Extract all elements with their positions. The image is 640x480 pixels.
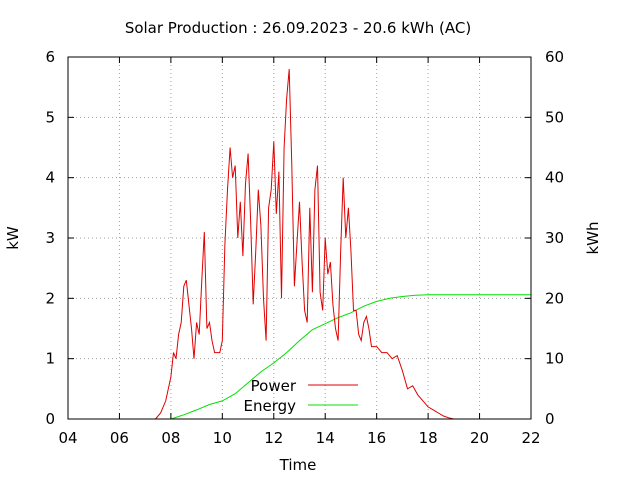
x-tick-label: 12 bbox=[264, 429, 283, 447]
y-tick-label: 2 bbox=[45, 289, 55, 307]
y-tick-label: 1 bbox=[45, 350, 55, 368]
y-tick-label: 4 bbox=[45, 169, 55, 187]
y2-tick-label: 50 bbox=[545, 108, 564, 126]
x-axis-label: Time bbox=[279, 456, 317, 474]
plot-frame bbox=[67, 56, 532, 420]
y-tick-label: 0 bbox=[45, 410, 55, 428]
chart-title: Solar Production : 26.09.2023 - 20.6 kWh… bbox=[125, 19, 471, 37]
y2-tick-label: 40 bbox=[545, 169, 564, 187]
y2-tick-label: 10 bbox=[545, 350, 564, 368]
x-tick-label: 08 bbox=[161, 429, 180, 447]
y2-axis-label: kWh bbox=[584, 221, 602, 254]
y2-tick-labels: 0 10 20 30 40 50 60 bbox=[545, 48, 564, 428]
legend-label-power: Power bbox=[251, 377, 297, 395]
y-tick-label: 6 bbox=[45, 48, 55, 66]
power-series-group bbox=[155, 69, 459, 420]
y2-tick-label: 0 bbox=[545, 410, 555, 428]
y-tick-label: 5 bbox=[45, 108, 55, 126]
y-tick-labels: 0 1 2 3 4 5 6 bbox=[45, 48, 55, 428]
x-tick-label: 04 bbox=[58, 429, 77, 447]
power-series-line bbox=[155, 69, 459, 420]
x-tick-label: 16 bbox=[367, 429, 386, 447]
legend-label-energy: Energy bbox=[243, 397, 296, 415]
y2-tick-label: 20 bbox=[545, 289, 564, 307]
x-tick-label: 20 bbox=[470, 429, 489, 447]
y2-tick-label: 60 bbox=[545, 48, 564, 66]
x-tick-label: 06 bbox=[110, 429, 129, 447]
x-tick-label: 10 bbox=[213, 429, 232, 447]
x-tick-label: 14 bbox=[316, 429, 335, 447]
y-tick-label: 3 bbox=[45, 229, 55, 247]
x-tick-label: 18 bbox=[419, 429, 438, 447]
energy-series-line bbox=[170, 294, 531, 420]
x-tick-label: 22 bbox=[521, 429, 540, 447]
energy-series-group bbox=[170, 294, 531, 420]
y-axis-label: kW bbox=[4, 226, 22, 250]
y2-tick-label: 30 bbox=[545, 229, 564, 247]
legend: Power Energy bbox=[243, 377, 358, 415]
x-tick-labels: 04 06 08 10 12 14 16 18 20 22 bbox=[58, 429, 540, 447]
